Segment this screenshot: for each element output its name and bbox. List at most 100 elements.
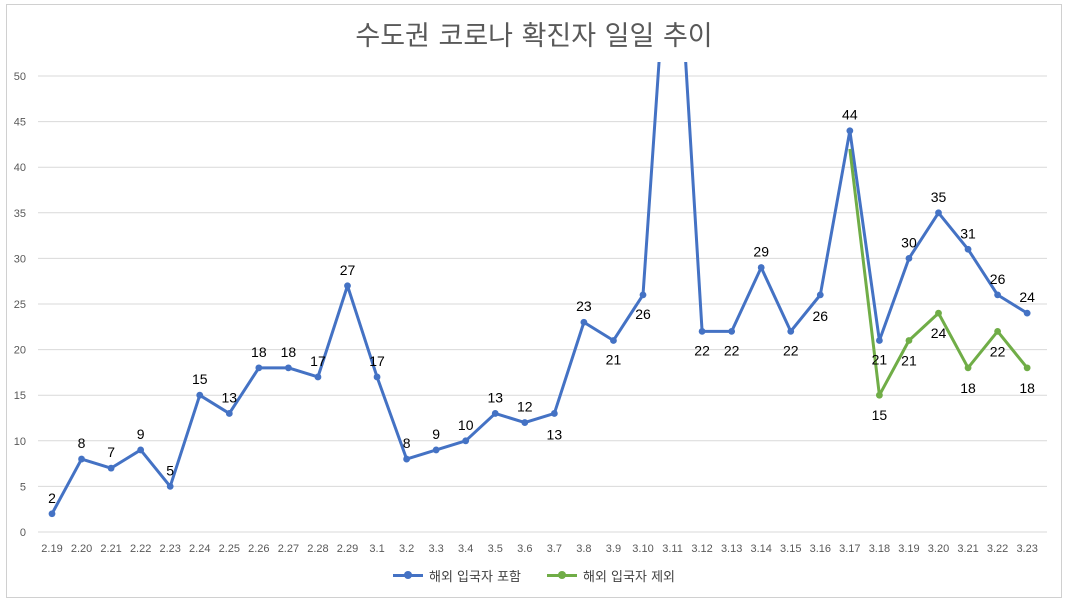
data-label: 13 (547, 426, 563, 442)
legend-label-series-1: 해외 입국자 포함 (429, 570, 521, 585)
y-tick-label: 50 (14, 71, 26, 83)
data-label: 10 (458, 417, 474, 433)
data-point (787, 327, 795, 335)
data-label: 31 (960, 225, 976, 241)
x-tick-label: 3.13 (721, 543, 742, 555)
data-label: 21 (872, 351, 888, 367)
data-label: 2 (48, 490, 56, 506)
y-tick-label: 5 (20, 481, 26, 493)
data-label: 8 (78, 435, 86, 451)
y-tick-label: 10 (14, 436, 26, 448)
data-point (610, 337, 617, 344)
legend-marker-series-2 (547, 571, 577, 579)
data-label: 22 (694, 342, 710, 358)
data-label: 8 (403, 435, 411, 451)
data-point (521, 419, 529, 426)
x-tick-label: 2.21 (100, 543, 121, 555)
x-tick-label: 3.6 (517, 543, 532, 555)
data-point (166, 483, 174, 490)
data-label: 22 (990, 343, 1006, 359)
data-point (935, 309, 942, 317)
x-tick-label: 2.23 (159, 543, 180, 555)
x-tick-label: 3.4 (458, 543, 473, 555)
data-label: 26 (813, 308, 829, 324)
data-label: 29 (753, 244, 769, 260)
x-tick-label: 2.27 (278, 543, 299, 555)
data-label: 18 (1019, 380, 1035, 396)
chart-frame (6, 4, 1062, 598)
data-point (107, 464, 115, 472)
data-point (698, 327, 706, 335)
x-tick-label: 3.3 (429, 543, 444, 555)
legend-label-series-2: 해외 입국자 제외 (583, 570, 675, 585)
x-tick-label: 2.20 (71, 543, 92, 555)
data-point (728, 327, 736, 335)
series-line (50, 62, 1028, 515)
x-tick-label: 3.8 (576, 543, 591, 555)
data-label: 9 (137, 426, 145, 442)
y-tick-label: 25 (14, 299, 26, 311)
legend-marker-series-1 (393, 571, 423, 579)
data-label: 21 (901, 352, 917, 368)
data-point (403, 455, 410, 463)
x-tick-label: 2.29 (337, 543, 358, 555)
data-point (935, 209, 942, 217)
x-tick-label: 3.1 (369, 543, 384, 555)
data-label: 7 (107, 444, 115, 460)
data-label: 9 (432, 426, 440, 442)
x-tick-label: 3.23 (1016, 543, 1037, 555)
data-point (225, 410, 233, 417)
x-tick-label: 3.12 (691, 543, 712, 555)
x-tick-label: 2.26 (248, 543, 269, 555)
data-point (580, 318, 588, 326)
data-point (905, 337, 913, 344)
x-tick-label: 3.21 (957, 543, 978, 555)
x-tick-label: 3.11 (662, 543, 683, 555)
data-point (964, 245, 972, 253)
data-label: 26 (635, 306, 651, 322)
data-label: 44 (842, 107, 858, 123)
data-point (137, 446, 145, 454)
data-label: 35 (931, 189, 947, 205)
data-label: 24 (931, 325, 947, 341)
x-tick-label: 3.10 (632, 543, 653, 555)
data-label: 12 (517, 399, 533, 415)
data-point (491, 410, 499, 417)
data-label: 22 (724, 342, 740, 358)
data-point (344, 282, 351, 290)
data-label: 23 (576, 298, 592, 314)
data-point (373, 373, 381, 381)
data-point (876, 337, 883, 344)
data-label: 15 (192, 371, 208, 387)
data-label: 18 (960, 380, 976, 396)
x-tick-label: 3.22 (987, 543, 1008, 555)
x-tick-label: 3.18 (869, 543, 890, 555)
y-tick-label: 30 (14, 253, 26, 265)
data-label: 17 (310, 353, 326, 369)
y-tick-label: 15 (14, 390, 26, 402)
series-1 (50, 62, 1028, 515)
data-point (314, 373, 322, 381)
y-tick-label: 40 (14, 162, 26, 174)
x-tick-label: 3.17 (839, 543, 860, 555)
x-tick-label: 2.25 (219, 543, 240, 555)
x-tick-label: 3.9 (606, 543, 621, 555)
data-label: 27 (340, 262, 356, 278)
data-point (876, 391, 883, 399)
data-point (196, 391, 204, 399)
y-tick-label: 20 (14, 345, 26, 357)
data-point (1023, 309, 1031, 317)
x-tick-label: 3.5 (488, 543, 503, 555)
y-tick-label: 45 (14, 117, 26, 129)
data-point (78, 455, 85, 463)
chart-title: 수도권 코로나 확진자 일일 추이 (355, 21, 713, 52)
data-label: 13 (222, 389, 238, 405)
data-point (1023, 364, 1031, 372)
y-tick-label: 35 (14, 208, 26, 220)
data-point (757, 264, 765, 271)
data-label: 15 (872, 407, 888, 423)
data-label: 5 (166, 462, 174, 478)
x-tick-label: 3.2 (399, 543, 414, 555)
x-tick-label: 2.22 (130, 543, 151, 555)
